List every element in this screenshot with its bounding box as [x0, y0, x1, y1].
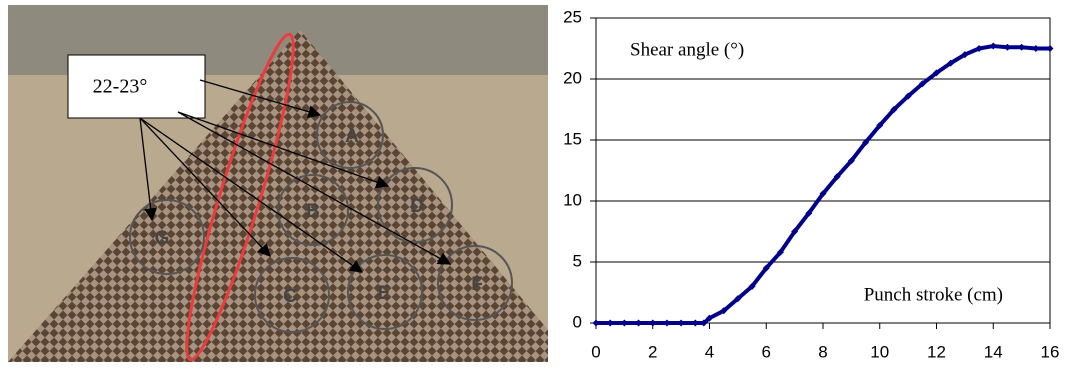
data-point — [720, 307, 728, 315]
data-point — [649, 319, 657, 327]
x-tick-label: 6 — [762, 342, 771, 361]
plot-frame — [595, 17, 1051, 324]
y-tick-label: 0 — [573, 312, 582, 331]
x-tick-label: 12 — [927, 342, 946, 361]
region-label: G — [155, 228, 170, 249]
red-ellipse — [185, 32, 295, 362]
region-label: E — [378, 283, 391, 304]
x-tick-label: 16 — [1041, 342, 1060, 361]
arrows — [139, 79, 452, 273]
data-point — [847, 157, 855, 165]
x-tick-label: 14 — [984, 342, 1003, 361]
callout: 22-23° — [93, 76, 148, 98]
data-point — [1046, 45, 1054, 52]
x-tick-label: 8 — [818, 342, 827, 361]
data-point — [677, 319, 685, 327]
data-point — [663, 319, 671, 327]
data-point — [805, 209, 813, 217]
data-point — [933, 69, 940, 77]
y-tick-label: 5 — [573, 251, 582, 270]
y-tick-label: 25 — [563, 7, 582, 26]
region-label: A — [345, 126, 359, 147]
region-label: B — [306, 201, 320, 222]
data-point — [918, 80, 926, 88]
data-point — [691, 319, 699, 327]
data-point — [1032, 45, 1040, 52]
x-tick-label: 10 — [870, 342, 889, 361]
data-point — [1003, 43, 1011, 51]
data-point — [620, 319, 628, 327]
circles — [129, 101, 513, 333]
data-point — [904, 92, 912, 100]
data-point — [706, 314, 713, 322]
photo: A B C D E F G 22-23° — [8, 5, 548, 362]
region-label: F — [471, 274, 483, 295]
data-point — [700, 319, 708, 327]
data-point — [592, 319, 600, 327]
region-label: D — [410, 196, 424, 217]
data-point — [734, 295, 742, 303]
data-point — [890, 106, 898, 113]
data-point — [862, 138, 870, 146]
y-tick-label: 15 — [563, 129, 582, 148]
x-tick-label: 2 — [648, 342, 657, 361]
data-point — [947, 59, 955, 67]
annotation: Punch stroke (cm) — [864, 284, 1003, 305]
data-point — [833, 173, 841, 181]
data-point — [989, 42, 997, 50]
data-point — [635, 319, 643, 327]
data-point — [748, 282, 756, 290]
data-point — [606, 319, 614, 327]
data-point — [1018, 43, 1026, 51]
data-line — [596, 44, 1050, 325]
data-point — [975, 45, 983, 52]
callout-box — [67, 54, 206, 119]
data-point — [819, 190, 827, 198]
x-tick-label: 4 — [705, 342, 714, 361]
data-point — [776, 248, 784, 256]
data-point — [961, 51, 969, 59]
y-tick-label: 20 — [563, 68, 582, 87]
annotation: Shear angle (°) — [630, 39, 744, 60]
pyramid — [8, 30, 548, 362]
x-tick-label: 0 — [591, 342, 600, 361]
data-point — [791, 228, 799, 235]
data-point — [762, 264, 770, 272]
y-tick-label: 10 — [563, 190, 582, 209]
region-label: C — [283, 286, 297, 307]
data-point — [876, 121, 884, 129]
